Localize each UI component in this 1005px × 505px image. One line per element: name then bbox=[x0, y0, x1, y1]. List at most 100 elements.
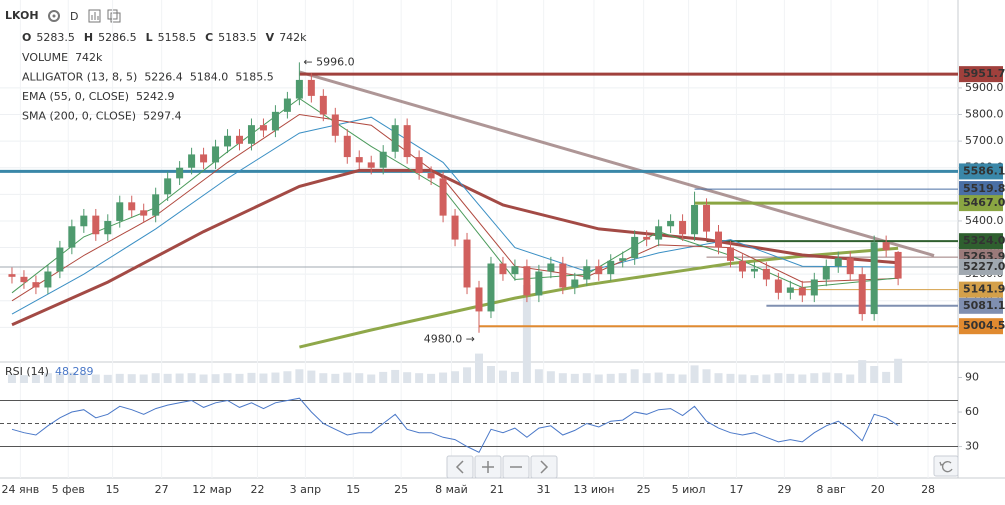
candle-body bbox=[307, 79, 315, 96]
x-tick-label: 8 авг bbox=[816, 483, 846, 496]
candle-body bbox=[715, 231, 722, 248]
volume-bar bbox=[558, 373, 567, 383]
candle-body bbox=[607, 260, 615, 275]
x-tick-label: 8 май bbox=[435, 483, 468, 496]
volume-bar bbox=[702, 369, 711, 383]
legend-value: 5184.0 bbox=[190, 71, 229, 84]
reset-button[interactable] bbox=[933, 455, 959, 477]
candle-body bbox=[20, 276, 28, 283]
candle-body bbox=[846, 258, 854, 275]
legend-name: VOLUME bbox=[22, 51, 68, 64]
x-tick-label: 22 bbox=[250, 483, 264, 496]
legend-name: ALLIGATOR (13, 8, 5) bbox=[22, 71, 137, 84]
candle-body bbox=[8, 274, 16, 277]
volume-bar bbox=[714, 373, 723, 383]
volume-bar bbox=[103, 374, 112, 383]
ohlc-value: 5158.5 bbox=[158, 31, 197, 44]
level-badge bbox=[959, 181, 1003, 198]
volume-bar bbox=[115, 373, 124, 383]
volume-bar bbox=[726, 373, 735, 383]
icon bbox=[540, 460, 549, 474]
candle-body bbox=[200, 154, 208, 163]
candle-body bbox=[271, 111, 279, 131]
level-label: 5467.0 bbox=[963, 196, 1005, 209]
volume-bar bbox=[403, 372, 412, 383]
volume-bar bbox=[486, 366, 495, 383]
candle-body bbox=[128, 202, 136, 211]
volume-bar bbox=[247, 372, 256, 383]
candle-body bbox=[391, 125, 399, 152]
volume-bar bbox=[283, 371, 292, 383]
x-tick-label: 29 bbox=[777, 483, 791, 496]
candle-body bbox=[32, 282, 40, 288]
candle-body bbox=[547, 263, 555, 272]
level-badge bbox=[959, 318, 1003, 335]
candle-body bbox=[44, 271, 52, 288]
ohlc-key: L bbox=[146, 31, 153, 44]
volume-bar bbox=[43, 373, 52, 383]
candle-body bbox=[343, 135, 351, 158]
candle-body bbox=[583, 266, 591, 280]
candle-body bbox=[319, 95, 327, 115]
candle-body bbox=[104, 220, 112, 235]
candle-body bbox=[415, 157, 423, 174]
volume-bar bbox=[295, 369, 304, 383]
x-tick-label: 27 bbox=[155, 483, 169, 496]
volume-bar bbox=[798, 374, 807, 383]
candle-body bbox=[774, 279, 782, 293]
candle-body bbox=[80, 215, 88, 227]
candle-body bbox=[679, 220, 687, 235]
volume-bar bbox=[91, 374, 100, 383]
x-tick-label: 5 фев bbox=[52, 483, 85, 496]
volume-bar bbox=[822, 372, 831, 383]
volume-bar bbox=[79, 373, 88, 383]
candle-body bbox=[236, 135, 243, 144]
candle-body bbox=[655, 226, 663, 240]
icon bbox=[939, 461, 953, 473]
candle-body bbox=[487, 263, 495, 312]
icon bbox=[455, 460, 464, 474]
interval[interactable]: D bbox=[70, 10, 78, 23]
candle-body bbox=[224, 135, 232, 147]
volume-bar bbox=[127, 374, 136, 383]
volume-bar bbox=[259, 373, 268, 383]
volume-bar bbox=[630, 369, 639, 383]
volume-bar bbox=[391, 369, 400, 383]
scroll-right-button[interactable] bbox=[530, 455, 558, 479]
candle-body bbox=[56, 247, 64, 272]
volume-bar bbox=[343, 372, 352, 383]
candle-body bbox=[176, 167, 184, 179]
level-label: 5004.5 bbox=[963, 319, 1005, 332]
volume-bar bbox=[498, 370, 507, 383]
candle-body bbox=[511, 266, 519, 275]
bars-icon[interactable] bbox=[88, 9, 101, 23]
candle-body bbox=[331, 114, 339, 136]
symbol[interactable]: LKOH bbox=[5, 9, 39, 22]
ohlc-value: 5183.5 bbox=[218, 31, 257, 44]
trendline bbox=[298, 70, 935, 257]
volume-bar bbox=[786, 373, 795, 383]
candle-body bbox=[750, 268, 758, 272]
candle-body bbox=[834, 258, 842, 267]
candle-body bbox=[571, 279, 579, 288]
level-label: 5141.9 bbox=[963, 283, 1005, 296]
volume-bar bbox=[846, 374, 855, 383]
candle-body bbox=[499, 263, 507, 275]
candle-body bbox=[68, 226, 76, 248]
x-tick-label: 28 bbox=[921, 483, 935, 496]
ohlc-value: 742k bbox=[279, 31, 307, 44]
candle-body bbox=[212, 146, 220, 163]
candle-body bbox=[439, 178, 447, 216]
y-tick-label: 5800.0 bbox=[965, 108, 1004, 121]
candle-body bbox=[523, 266, 531, 296]
candle-body bbox=[858, 274, 866, 315]
x-tick-label: 12 мар bbox=[192, 483, 232, 496]
volume-bar bbox=[894, 358, 903, 383]
volume-bar bbox=[882, 371, 891, 383]
candle-body bbox=[140, 210, 148, 216]
scroll-left-button[interactable] bbox=[446, 455, 474, 479]
settings-icon[interactable] bbox=[48, 10, 60, 22]
ohlc-key: H bbox=[84, 31, 93, 44]
volume-bar bbox=[858, 360, 867, 383]
volume-bar bbox=[678, 374, 687, 383]
